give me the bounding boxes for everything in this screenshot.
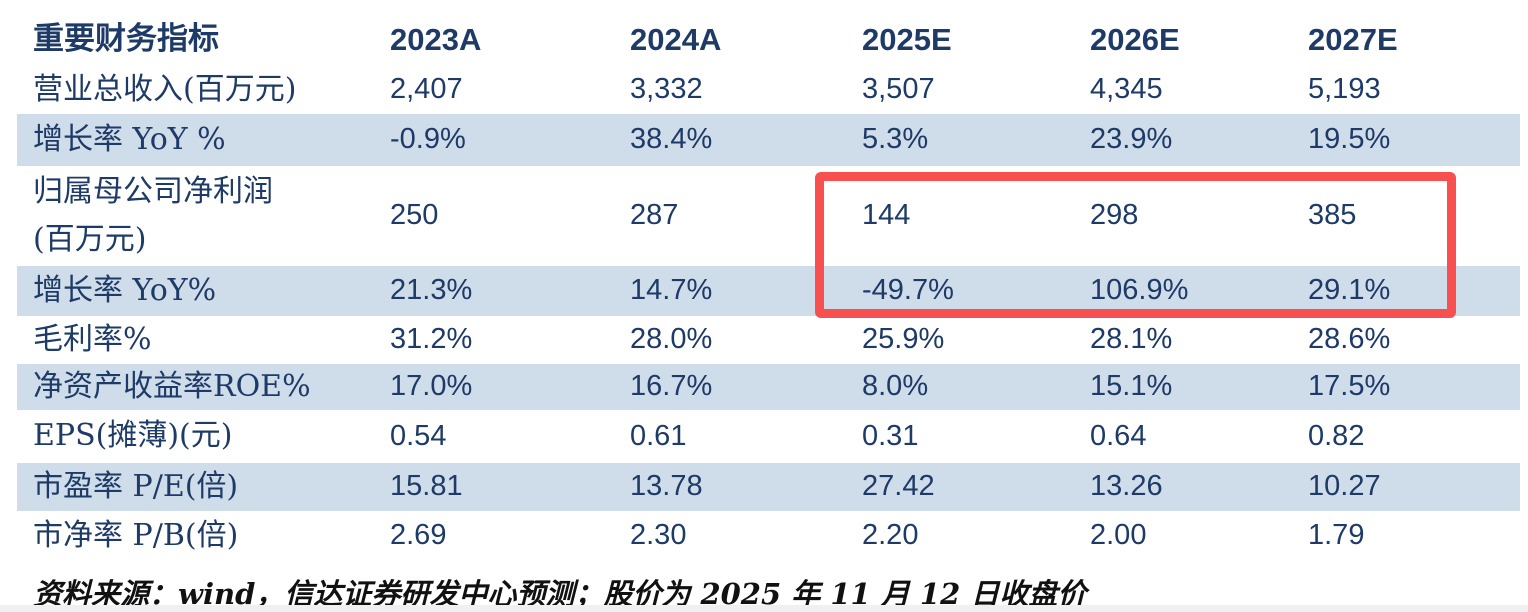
value-cell: 28.0%: [630, 323, 713, 356]
value-cell: 250: [390, 199, 439, 232]
column-header-2023a: 2023A: [390, 22, 482, 58]
value-cell: 0.61: [630, 419, 687, 452]
value-cell: 29.1%: [1308, 274, 1391, 307]
value-cell: -0.9%: [390, 123, 466, 156]
table-row: 营业总收入(百万元) 2,407 3,332 3,507 4,345 5,193: [17, 66, 1520, 114]
column-header-2025e: 2025E: [862, 22, 952, 58]
value-cell: 4,345: [1090, 73, 1163, 106]
table-header-row: 重要财务指标 2023A 2024A 2025E 2026E 2027E: [17, 14, 1520, 66]
table-body: 营业总收入(百万元) 2,407 3,332 3,507 4,345 5,193 增长率 Y…: [17, 66, 1520, 561]
bottom-edge-strip: [0, 605, 1528, 612]
value-cell: 13.78: [630, 470, 703, 503]
value-cell: 38.4%: [630, 123, 713, 156]
value-cell: 2.20: [862, 519, 919, 552]
value-cell: 17.0%: [390, 370, 473, 403]
key-financial-indicators-table: 重要财务指标 2023A 2024A 2025E 2026E 2027E 营业总…: [17, 14, 1520, 561]
metric-label: EPS(摊薄)(元): [33, 418, 233, 454]
value-cell: 16.7%: [630, 370, 713, 403]
value-cell: 21.3%: [390, 274, 473, 307]
value-cell: 385: [1308, 199, 1357, 232]
table-row: 毛利率% 31.2% 28.0% 25.9% 28.1% 28.6%: [17, 316, 1520, 364]
value-cell: 3,332: [630, 73, 703, 106]
value-cell: 2.00: [1090, 519, 1147, 552]
value-cell: 13.26: [1090, 470, 1163, 503]
value-cell: 0.54: [390, 419, 447, 452]
column-header-2026e: 2026E: [1090, 22, 1180, 58]
value-cell: 106.9%: [1090, 274, 1189, 307]
metric-label-line2: (百万元): [33, 222, 147, 257]
value-cell: 19.5%: [1308, 123, 1391, 156]
column-header-2027e: 2027E: [1308, 22, 1398, 58]
value-cell: 28.1%: [1090, 323, 1173, 356]
value-cell: 23.9%: [1090, 123, 1173, 156]
value-cell: 27.42: [862, 470, 935, 503]
value-cell: 298: [1090, 199, 1139, 232]
value-cell: 15.1%: [1090, 370, 1173, 403]
value-cell: 2,407: [390, 73, 463, 106]
metric-label: 净资产收益率ROE%: [33, 368, 311, 404]
table-row: 净资产收益率ROE% 17.0% 16.7% 8.0% 15.1% 17.5%: [17, 364, 1520, 410]
table-row: 增长率 YoY % -0.9% 38.4% 5.3% 23.9% 19.5%: [17, 114, 1520, 166]
value-cell: 5.3%: [862, 123, 929, 156]
value-cell: 15.81: [390, 470, 463, 503]
table-row: 市盈率 P/E(倍) 15.81 13.78 27.42 13.26 10.27: [17, 463, 1520, 511]
table-row: 市净率 P/B(倍) 2.69 2.30 2.20 2.00 1.79: [17, 511, 1520, 561]
table-title: 重要财务指标: [33, 21, 219, 58]
value-cell: -49.7%: [862, 274, 954, 307]
value-cell: 2.30: [630, 519, 687, 552]
metric-label: 市盈率 P/E(倍): [33, 468, 239, 504]
metric-label: 毛利率%: [33, 321, 152, 357]
value-cell: 28.6%: [1308, 323, 1391, 356]
value-cell: 5,193: [1308, 73, 1381, 106]
value-cell: 14.7%: [630, 274, 713, 307]
value-cell: 10.27: [1308, 470, 1381, 503]
value-cell: 2.69: [390, 519, 447, 552]
value-cell: 0.64: [1090, 419, 1147, 452]
metric-label: 市净率 P/B(倍): [33, 517, 239, 553]
value-cell: 1.79: [1308, 519, 1365, 552]
table-row: EPS(摊薄)(元) 0.54 0.61 0.31 0.64 0.82: [17, 410, 1520, 463]
column-header-2024a: 2024A: [630, 22, 722, 58]
value-cell: 8.0%: [862, 370, 929, 403]
metric-label: 增长率 YoY %: [33, 121, 226, 157]
value-cell: 144: [862, 199, 911, 232]
metric-label: 归属母公司净利润 (百万元): [17, 168, 390, 264]
value-cell: 3,507: [862, 73, 935, 106]
table-row: 归属母公司净利润 (百万元) 250 287 144 298 385: [17, 166, 1520, 266]
value-cell: 31.2%: [390, 323, 473, 356]
table-row: 增长率 YoY% 21.3% 14.7% -49.7% 106.9% 29.1%: [17, 266, 1520, 316]
metric-label-line1: 归属母公司净利润: [33, 174, 273, 209]
metric-label: 营业总收入(百万元): [33, 71, 297, 107]
metric-label: 增长率 YoY%: [33, 272, 217, 308]
value-cell: 25.9%: [862, 323, 945, 356]
value-cell: 17.5%: [1308, 370, 1391, 403]
value-cell: 0.31: [862, 419, 919, 452]
value-cell: 287: [630, 199, 679, 232]
value-cell: 0.82: [1308, 419, 1365, 452]
